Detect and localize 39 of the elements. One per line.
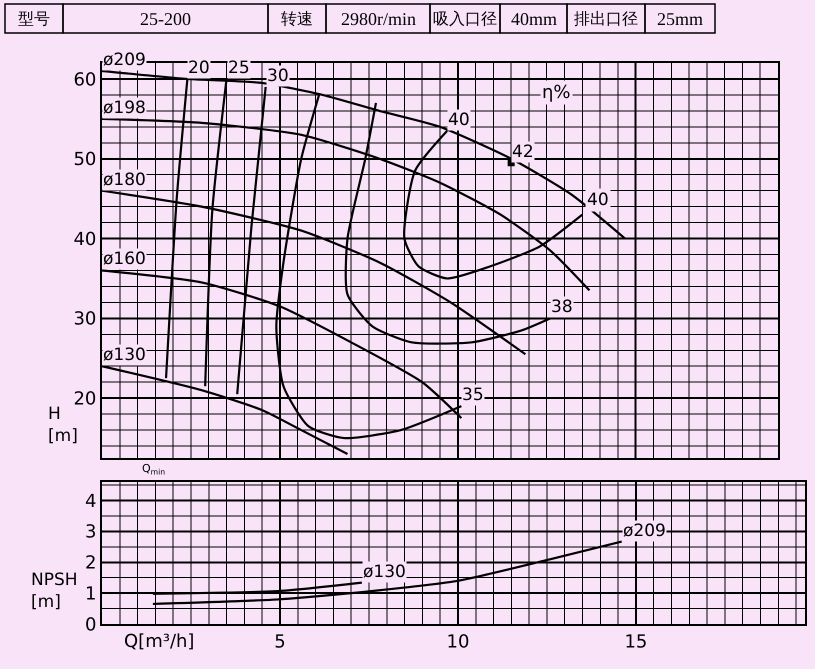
x-axis-title: Q[m³/h] — [124, 631, 194, 652]
series-label: ø130 — [103, 345, 146, 365]
series-label: ø180 — [103, 170, 146, 190]
y-tick-label: 2 — [84, 552, 96, 574]
annotation: 40 — [587, 190, 609, 210]
series-label: ø198 — [103, 98, 146, 118]
annotation: η% — [542, 82, 571, 103]
y-tick-label: 0 — [84, 614, 96, 636]
x-tick-label: 15 — [624, 632, 648, 653]
y-tick-label: 50 — [73, 149, 96, 170]
x-tick-label: 5 — [274, 632, 286, 653]
y-tick-label: 60 — [73, 69, 96, 90]
series-label: 40 — [448, 110, 470, 130]
y-tick-label: 30 — [73, 308, 96, 330]
series-label: 30 — [267, 66, 289, 86]
y-axis-title: NPSH [m] — [31, 570, 78, 612]
series-label: 42 — [512, 142, 534, 162]
text: 吸入口径 — [433, 9, 497, 28]
text: 25mm — [657, 9, 704, 29]
text: 40mm — [511, 9, 558, 29]
series-label: 38 — [551, 297, 573, 317]
y-tick-label: 4 — [84, 490, 96, 512]
text: 转速 — [281, 9, 313, 28]
text: Q$_{min}$ — [142, 462, 166, 476]
x-tick-label: 10 — [446, 632, 470, 653]
series-label: ø130 — [363, 562, 406, 582]
series-label: ø209 — [103, 50, 146, 70]
text: 型号 — [18, 9, 50, 28]
y-tick-label: 3 — [84, 522, 96, 543]
text: 25-200 — [140, 9, 191, 29]
series-label: 35 — [462, 385, 484, 405]
y-tick-label: 1 — [84, 583, 96, 604]
series-label: 25 — [228, 58, 250, 78]
text: 2980r/min — [341, 9, 416, 29]
series-label: ø160 — [103, 249, 146, 269]
text: 排出口径 — [574, 9, 638, 28]
y-tick-label: 40 — [73, 228, 96, 250]
series-label: ø209 — [623, 521, 666, 541]
series-label: 20 — [188, 58, 210, 78]
